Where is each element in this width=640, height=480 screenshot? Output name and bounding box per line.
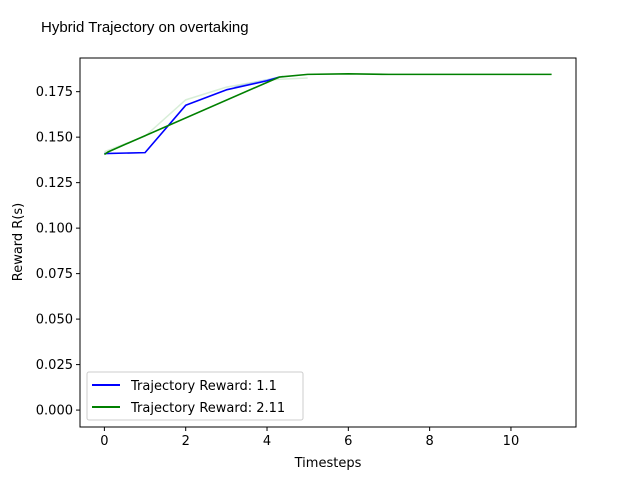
axes-frame: [79, 57, 577, 428]
legend-label-series-2: Trajectory Reward: 2.11: [130, 401, 285, 416]
y-tick-label: 0.025: [36, 358, 73, 373]
y-axis-label: Reward R(s): [11, 203, 26, 282]
y-tick-label: 0.075: [36, 267, 73, 282]
y-tick-label: 0.000: [36, 404, 73, 419]
legend: Trajectory Reward: 1.1 Trajectory Reward…: [86, 371, 304, 421]
y-tick-label: 0.150: [36, 131, 73, 146]
y-axis-ticks: 0.000 0.025 0.050 0.075 0.100 0.125 0.150 0.175: [36, 85, 80, 419]
series-layer: [103, 73, 552, 156]
x-tick-label: 8: [425, 434, 433, 449]
x-tick-label: 6: [344, 434, 352, 449]
x-tick-label: 10: [503, 434, 520, 449]
x-axis-label: Timesteps: [294, 456, 362, 471]
y-tick-label: 0.175: [36, 85, 73, 100]
legend-label-series-1: Trajectory Reward: 1.1: [130, 379, 277, 394]
chart-title: Hybrid Trajectory on overtaking: [41, 19, 249, 36]
series-2-line: [103, 73, 552, 156]
legend-box: [86, 371, 304, 421]
y-tick-label: 0.050: [36, 313, 73, 328]
x-tick-label: 0: [100, 434, 108, 449]
y-tick-label: 0.125: [36, 176, 73, 191]
series-1-line: [104, 76, 280, 155]
x-tick-label: 4: [263, 434, 271, 449]
x-tick-label: 2: [182, 434, 190, 449]
x-axis-ticks: 0 2 4 6 8 10: [100, 427, 519, 449]
y-tick-label: 0.100: [36, 222, 73, 237]
